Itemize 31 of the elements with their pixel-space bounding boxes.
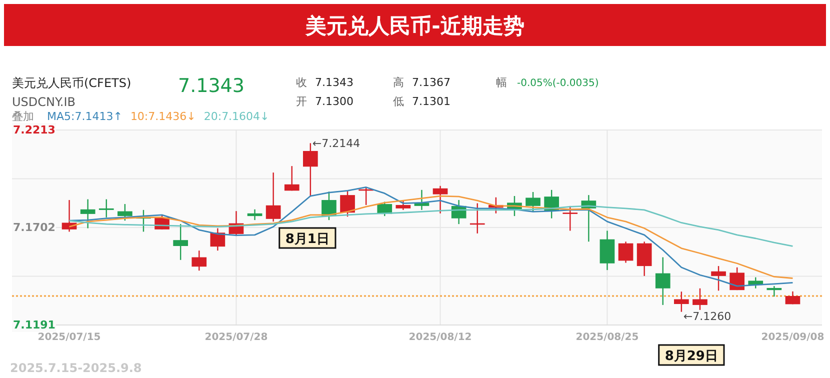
- text: 幅: [496, 76, 507, 89]
- text: 20:7.1604↓: [204, 110, 270, 123]
- x-tick-label: 2025/07/28: [204, 332, 268, 343]
- x-tick-label: 2025/09/08: [761, 332, 824, 343]
- text: 7.1301: [412, 95, 450, 108]
- x-tick-label: 2025/07/15: [38, 332, 101, 343]
- text: 开: [296, 95, 307, 108]
- text: MA5:7.1413↑: [47, 110, 122, 123]
- text: 7.1367: [412, 76, 450, 89]
- text: 低: [393, 95, 404, 108]
- annotation: 8月1日: [285, 232, 330, 247]
- y-tick-label: 7.1702: [13, 221, 56, 234]
- y-tick-label: 7.1191: [13, 318, 56, 332]
- text: USDCNY.IB: [12, 95, 76, 109]
- text: 7.1343: [178, 75, 244, 97]
- y-tick-label: 7.2213: [13, 124, 56, 136]
- annotation: ←7.1260: [683, 310, 732, 323]
- note: 8月29日: [658, 344, 725, 366]
- text: 7.1343: [315, 76, 354, 89]
- text: -0.05%(-0.0035): [517, 78, 599, 89]
- text: 高: [393, 76, 404, 89]
- chart-title: 美元兑人民币-近期走势: [304, 14, 524, 38]
- text: 美元兑人民币(CFETS): [12, 76, 132, 90]
- text: 收: [296, 76, 307, 89]
- text: 7.1300: [315, 95, 354, 108]
- note: 8月1日: [278, 227, 336, 249]
- x-tick-label: 2025/08/12: [408, 332, 472, 343]
- text: 叠加: [12, 110, 34, 123]
- x-tick-label: 2025/08/25: [576, 332, 639, 343]
- text: 10:7.1436↓: [130, 110, 196, 123]
- annotation: ←7.2144: [312, 137, 360, 150]
